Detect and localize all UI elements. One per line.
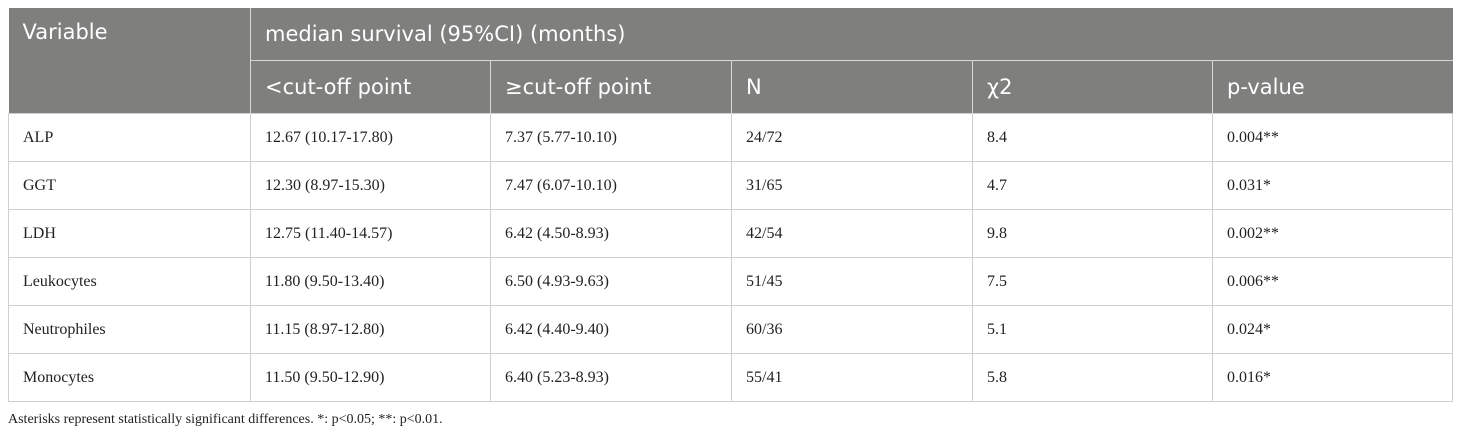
header-cell: ≥cut-off point bbox=[490, 60, 732, 114]
results-table: Variable median survival (95%CI) (months… bbox=[8, 8, 1454, 402]
table-cell: 6.50 (4.93-9.63) bbox=[490, 257, 732, 306]
table-cell: 0.024* bbox=[1211, 305, 1454, 354]
table-cell: 42/54 bbox=[731, 209, 973, 258]
table-cell: 51/45 bbox=[731, 257, 973, 306]
table-head: Variable median survival (95%CI) (months… bbox=[8, 8, 1453, 114]
header-row: Variable median survival (95%CI) (months… bbox=[8, 8, 1453, 114]
header-cell: <cut-off point bbox=[250, 60, 491, 114]
header-cell: median survival (95%CI) (months) bbox=[249, 8, 1453, 61]
table-cell: ALP bbox=[8, 113, 251, 162]
table-cell: 31/65 bbox=[731, 161, 973, 210]
table-body: ALP 12.67 (10.17-17.80) 7.37 (5.77-10.10) 2… bbox=[8, 113, 1454, 402]
header-cell: Variable bbox=[8, 8, 251, 114]
table-cell: 8.4 bbox=[972, 113, 1213, 162]
table-cell: 12.67 (10.17-17.80) bbox=[250, 113, 491, 162]
table-row: ALP 12.67 (10.17-17.80) 7.37 (5.77-10.10) 2… bbox=[8, 113, 1454, 162]
table-cell: 55/41 bbox=[731, 353, 973, 402]
table-cell: 9.8 bbox=[972, 209, 1213, 258]
table-cell: LDH bbox=[8, 209, 251, 258]
table-row: LDH 12.75 (11.40-14.57) 6.42 (4.50-8.93) 42… bbox=[8, 209, 1454, 258]
table-cell: 0.016* bbox=[1211, 353, 1454, 402]
table-cell: 11.80 (9.50-13.40) bbox=[250, 257, 491, 306]
table-cell: Monocytes bbox=[8, 353, 251, 402]
header-cell: N bbox=[731, 60, 973, 114]
table-cell: 24/72 bbox=[731, 113, 973, 162]
table-cell: 0.004** bbox=[1211, 113, 1454, 162]
header-cell: p-value bbox=[1211, 60, 1453, 114]
table-cell: 7.5 bbox=[972, 257, 1213, 306]
table-cell: 4.7 bbox=[972, 161, 1213, 210]
table-cell: 7.47 (6.07-10.10) bbox=[490, 161, 732, 210]
table-row: Leukocytes 11.80 (9.50-13.40) 6.50 (4.93-9… bbox=[8, 257, 1454, 306]
table-cell: 5.8 bbox=[972, 353, 1213, 402]
table-cell: 11.50 (9.50-12.90) bbox=[250, 353, 491, 402]
table-row: Neutrophiles 11.15 (8.97-12.80) 6.42 (4.40… bbox=[8, 305, 1454, 354]
table-cell: 11.15 (8.97-12.80) bbox=[250, 305, 491, 354]
table-cell: 12.75 (11.40-14.57) bbox=[250, 209, 491, 258]
table-cell: 7.37 (5.77-10.10) bbox=[490, 113, 732, 162]
table-cell: 60/36 bbox=[731, 305, 973, 354]
table-cell: 0.002** bbox=[1211, 209, 1454, 258]
table-cell: 5.1 bbox=[972, 305, 1213, 354]
table-cell: 6.40 (5.23-8.93) bbox=[490, 353, 732, 402]
table-row: Monocytes 11.50 (9.50-12.90) 6.40 (5.23-8.… bbox=[8, 353, 1454, 402]
table-row: GGT 12.30 (8.97-15.30) 7.47 (6.07-10.10) 31… bbox=[8, 161, 1454, 210]
header-cell: χ2 bbox=[972, 60, 1213, 114]
table-cell: Neutrophiles bbox=[8, 305, 251, 354]
table-cell: 0.006** bbox=[1211, 257, 1454, 306]
table-cell: 0.031* bbox=[1211, 161, 1454, 210]
footnote: Asterisks represent statistically signif… bbox=[8, 412, 443, 427]
table-cell: 6.42 (4.40-9.40) bbox=[490, 305, 732, 354]
table-cell: GGT bbox=[8, 161, 251, 210]
table-cell: 6.42 (4.50-8.93) bbox=[490, 209, 732, 258]
table-cell: Leukocytes bbox=[8, 257, 251, 306]
table-cell: 12.30 (8.97-15.30) bbox=[250, 161, 491, 210]
